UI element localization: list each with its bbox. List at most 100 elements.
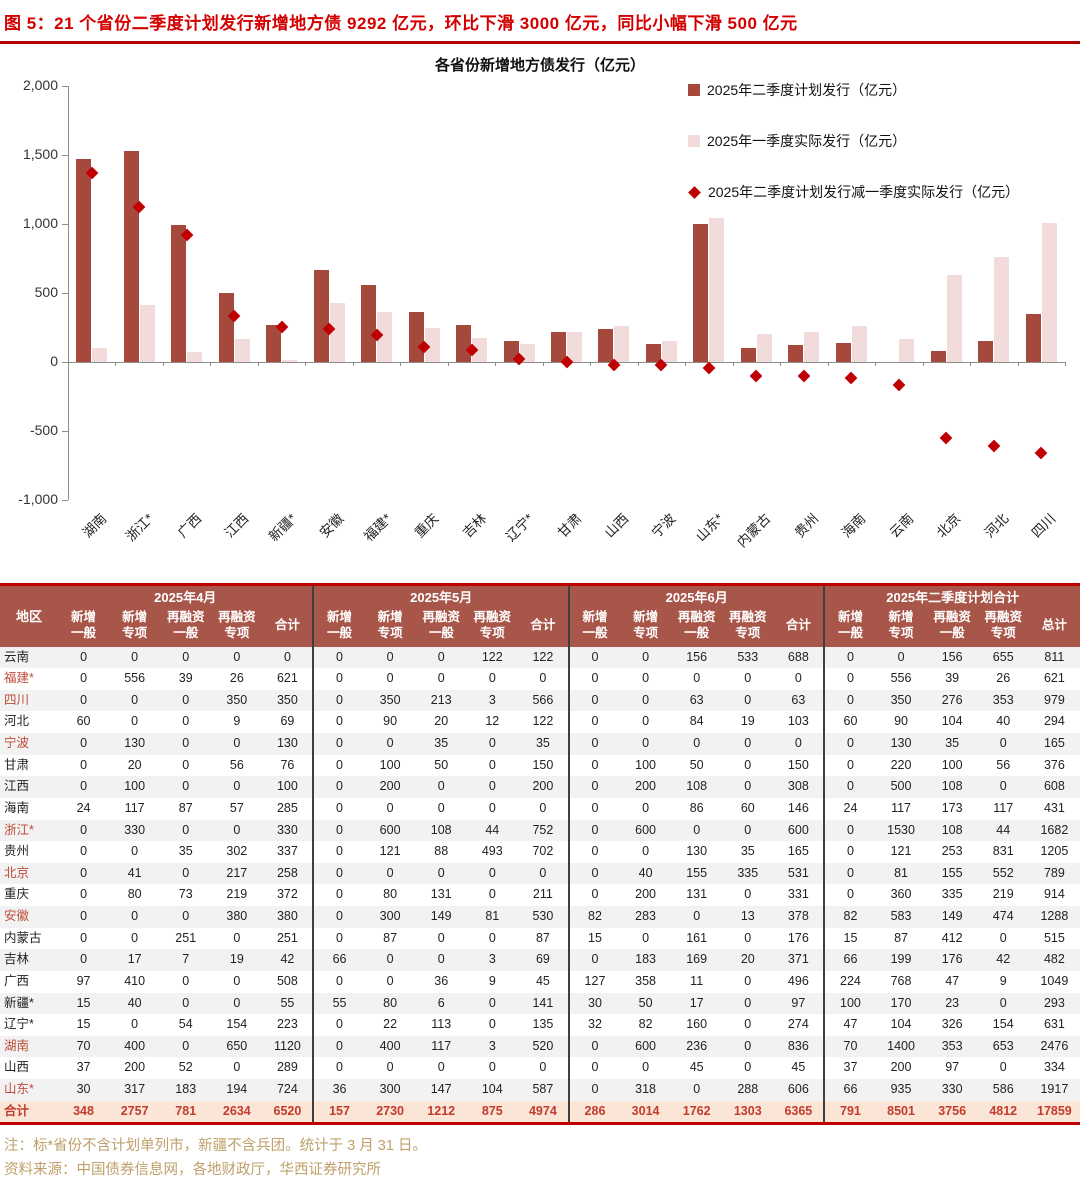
group-header: 2025年6月 xyxy=(567,584,825,609)
value-cell: 0 xyxy=(642,930,650,945)
value-cell: 117 xyxy=(431,1038,452,1053)
value-cell: 811 xyxy=(1044,649,1065,664)
value-cell: 40 xyxy=(996,714,1011,729)
value-cell: 130 xyxy=(890,736,912,750)
column-header: 再融资 专项 xyxy=(466,608,518,647)
value-cell: 0 xyxy=(437,1060,445,1075)
bar-q1-actual xyxy=(851,326,867,362)
value-cell: 0 xyxy=(80,736,88,750)
value-cell: 0 xyxy=(744,1038,752,1053)
value-cell: 515 xyxy=(1043,930,1065,945)
region-cell: 江西 xyxy=(4,779,30,794)
bar-q2-plan xyxy=(456,325,472,362)
region-cell: 云南 xyxy=(4,649,30,664)
column-header: 再融资 一般 xyxy=(415,608,467,647)
value-cell: 0 xyxy=(823,689,876,712)
value-cell: 0 xyxy=(386,736,394,750)
value-cell: 9 xyxy=(233,714,241,729)
column-header: 再融资 专项 xyxy=(211,608,263,647)
value-cell: 0 xyxy=(642,692,650,707)
value-cell: 552 xyxy=(992,865,1014,880)
value-cell: 0 xyxy=(233,930,241,945)
value-cell: 0 xyxy=(437,952,445,967)
total-value-cell: 3756 xyxy=(926,1100,978,1126)
value-cell: 378 xyxy=(787,909,809,923)
value-cell: 70 xyxy=(823,1035,876,1058)
value-cell: 400 xyxy=(379,1038,401,1053)
value-cell: 276 xyxy=(941,692,963,707)
y-tick xyxy=(62,86,68,87)
total-value-cell: 791 xyxy=(823,1100,876,1126)
bar-q1-actual xyxy=(567,331,582,362)
region-cell: 福建* xyxy=(4,671,34,686)
value-cell: 331 xyxy=(787,887,809,902)
total-value-cell: 1303 xyxy=(722,1100,774,1126)
value-cell: 0 xyxy=(539,1060,547,1075)
value-cell: 97 xyxy=(791,995,806,1010)
value-cell: 0 xyxy=(488,736,496,750)
value-cell: 0 xyxy=(80,671,88,686)
bar-q2-plan xyxy=(171,225,187,362)
value-cell: 55 xyxy=(280,995,295,1010)
value-cell: 108 xyxy=(686,779,708,794)
region-cell: 海南 xyxy=(4,800,30,815)
value-cell: 0 xyxy=(823,776,876,798)
value-cell: 45 xyxy=(535,973,550,988)
value-cell: 44 xyxy=(996,822,1011,837)
value-cell: 0 xyxy=(131,930,139,945)
value-cell: 0 xyxy=(80,757,88,772)
value-cell: 131 xyxy=(430,887,452,902)
value-cell: 141 xyxy=(532,995,554,1010)
value-cell: 0 xyxy=(744,930,752,945)
column-header: 新增 专项 xyxy=(875,608,927,647)
value-cell: 0 xyxy=(80,692,88,707)
value-cell: 0 xyxy=(182,865,190,880)
value-cell: 150 xyxy=(532,757,554,772)
value-cell: 0 xyxy=(386,649,394,664)
value-cell: 80 xyxy=(383,887,398,902)
value-cell: 360 xyxy=(890,887,912,902)
value-cell: 70 xyxy=(76,1038,91,1053)
value-cell: 688 xyxy=(787,649,809,664)
value-cell: 36 xyxy=(434,973,449,988)
value-cell: 326 xyxy=(941,1017,963,1032)
value-cell: 586 xyxy=(992,1082,1014,1096)
total-value-cell: 4812 xyxy=(977,1100,1029,1126)
region-cell: 吉林 xyxy=(4,952,30,967)
source-line: 资料来源：中国债券信息网，各地财政厅，华西证券研究所 xyxy=(4,1162,381,1179)
total-value-cell: 1212 xyxy=(415,1100,467,1126)
value-cell: 0 xyxy=(823,668,876,690)
value-cell: 149 xyxy=(941,909,963,923)
value-cell: 149 xyxy=(430,909,452,923)
value-cell: 0 xyxy=(312,1057,365,1079)
bar-q2-plan xyxy=(551,331,566,362)
group-header: 2025年4月 xyxy=(58,584,314,609)
value-cell: 9 xyxy=(999,973,1007,988)
value-cell: 789 xyxy=(1043,865,1065,880)
value-cell: 39 xyxy=(945,671,960,686)
value-cell: 0 xyxy=(744,995,752,1010)
value-cell: 35 xyxy=(535,736,550,750)
value-cell: 56 xyxy=(996,757,1011,772)
table-row: 北京 0 41 0 217 258 0 0 0 0 0 0 40 155 335 531 0 81 155 552 78… xyxy=(0,862,1080,885)
diff-diamond-marker xyxy=(987,439,1001,453)
value-cell: 0 xyxy=(642,714,650,729)
total-value-cell: 8501 xyxy=(875,1100,927,1126)
y-tick xyxy=(62,293,68,294)
value-cell: 0 xyxy=(386,800,394,815)
value-cell: 165 xyxy=(1043,736,1065,750)
value-cell: 82 xyxy=(567,906,621,928)
bar-q1-actual xyxy=(92,348,108,362)
value-cell: 0 xyxy=(897,649,905,664)
value-cell: 130 xyxy=(686,844,708,859)
total-value-cell: 2634 xyxy=(211,1100,263,1126)
value-cell: 117 xyxy=(124,800,145,815)
value-cell: 302 xyxy=(226,844,248,859)
region-cell: 贵州 xyxy=(4,844,30,859)
value-cell: 251 xyxy=(175,930,197,945)
value-cell: 15 xyxy=(76,1017,91,1032)
figure-title: 图 5：21 个省份二季度计划发行新增地方债 9292 亿元，环比下滑 3000… xyxy=(4,14,798,33)
x-tick xyxy=(400,362,402,366)
bar-q2-plan xyxy=(76,159,92,362)
value-cell: 0 xyxy=(182,1038,190,1053)
